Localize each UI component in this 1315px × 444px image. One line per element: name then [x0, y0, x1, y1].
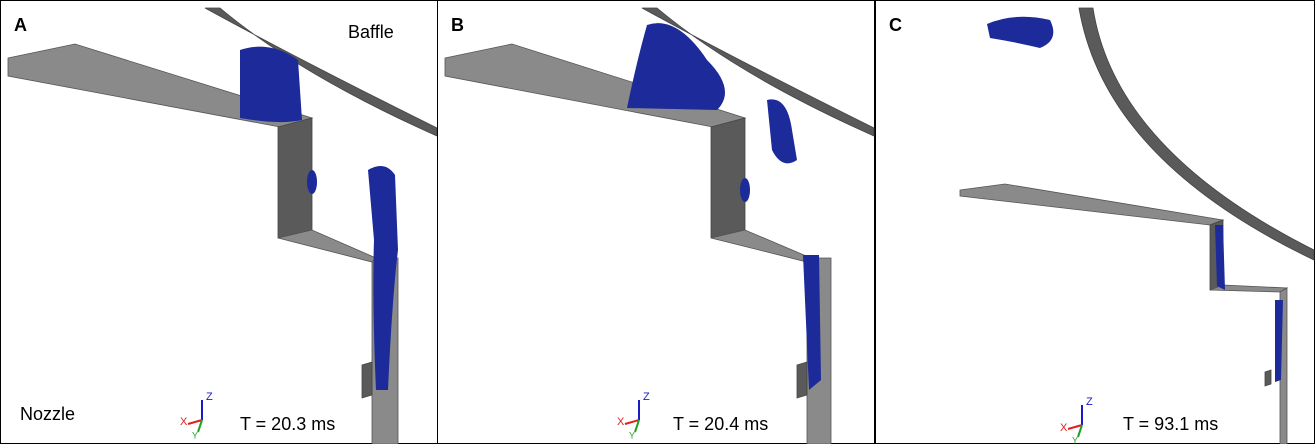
time-label: T = 20.3 ms: [240, 414, 335, 434]
triad-label: X: [617, 416, 625, 428]
fluid: [240, 46, 302, 123]
triad-axis: [1067, 424, 1083, 430]
nozzle-step: [1264, 369, 1272, 387]
triad-label: Z: [1086, 396, 1093, 408]
fluid: [627, 23, 725, 111]
annotation: Nozzle: [20, 404, 75, 424]
fluid: [767, 99, 797, 164]
triad-label: Z: [643, 391, 650, 403]
triad-label: X: [180, 416, 188, 428]
panel-label: C: [889, 15, 902, 35]
annotation: Baffle: [348, 22, 394, 42]
fluid: [803, 255, 821, 390]
axis-triad: Z X Y: [617, 391, 650, 440]
fluid: [307, 170, 317, 194]
panel-c: C Z X Y T = 93.1 ms: [875, 0, 1315, 444]
triad-label: Y: [192, 430, 198, 440]
time-label: T = 93.1 ms: [1123, 414, 1218, 434]
nozzle-step: [361, 361, 373, 399]
fluid: [740, 178, 750, 202]
step-wall: [710, 117, 746, 239]
triad-label: Y: [629, 430, 635, 440]
fluid: [1215, 225, 1225, 290]
triad-axis: [187, 419, 203, 425]
axis-triad: Z X Y: [1060, 396, 1093, 444]
fluid: [1275, 300, 1283, 382]
axis-triad: Z X Y: [180, 391, 213, 440]
panel-b: B Z X Y T = 20.4 ms: [437, 0, 875, 444]
panel-frame: [875, 0, 1315, 444]
nozzle-step: [796, 361, 808, 399]
triad-axis: [1077, 424, 1083, 438]
triad-axis: [197, 419, 203, 433]
panel-a: A Baffle Nozzle Z X Y T = 20.3 ms: [0, 0, 438, 444]
baffle: [641, 7, 875, 137]
triad-axis: [634, 419, 640, 433]
fluid: [987, 16, 1054, 48]
baffle: [1078, 7, 1315, 261]
panel-label: A: [14, 15, 27, 35]
panel-label: B: [451, 15, 464, 35]
triad-label: Z: [206, 391, 213, 403]
triad-axis: [624, 419, 640, 425]
step-wall: [277, 117, 313, 239]
triad-label: X: [1060, 422, 1068, 434]
triad-label: Y: [1072, 435, 1078, 444]
fluid: [368, 166, 398, 390]
time-label: T = 20.4 ms: [673, 414, 768, 434]
